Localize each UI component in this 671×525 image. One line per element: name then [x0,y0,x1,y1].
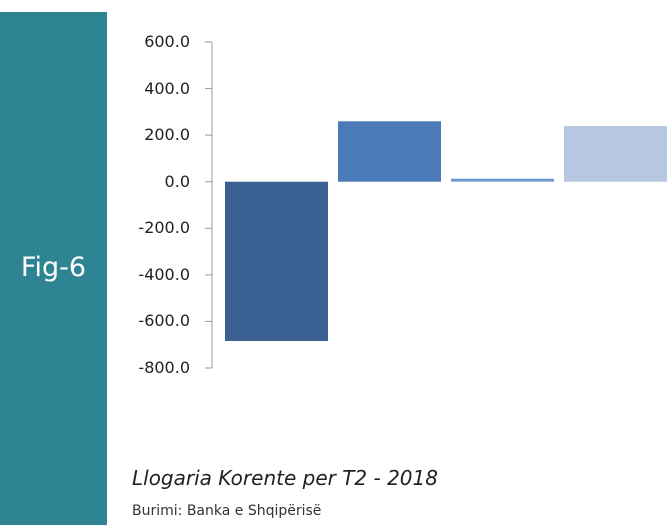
y-tick-label: 400.0 [144,78,190,98]
y-tick-label: -600.0 [138,311,190,331]
side-band [0,12,107,525]
y-tick-label: -200.0 [138,218,190,238]
y-tick-label: -800.0 [138,358,190,377]
y-tick-label: 200.0 [144,125,190,145]
y-tick-label: 0.0 [164,171,190,191]
bar [451,178,554,182]
y-tick-label: -400.0 [138,264,190,284]
chart-title: Llogaria Korente per T2 - 2018 [132,466,438,490]
y-tick-label: 600.0 [144,32,190,51]
bar [338,121,441,182]
bar [225,181,328,341]
bar [564,126,667,182]
figure-label: Fig-6 [20,252,87,283]
source: Burimi: Banka e Shqipërisë [132,503,322,519]
